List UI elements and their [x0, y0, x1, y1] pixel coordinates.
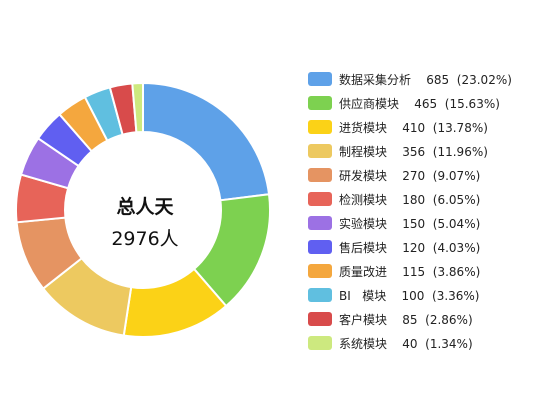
- legend-swatch: [308, 144, 332, 158]
- legend-item-11[interactable]: 系统模块 40 (1.34%): [308, 331, 548, 355]
- legend-swatch: [308, 216, 332, 230]
- legend-label: 数据采集分析 685 (23.02%): [339, 72, 512, 87]
- center-value: 2976人: [111, 228, 179, 250]
- legend-swatch: [308, 336, 332, 350]
- legend-item-10[interactable]: 客户模块 85 (2.86%): [308, 307, 548, 331]
- legend-item-4[interactable]: 研发模块 270 (9.07%): [308, 163, 548, 187]
- legend-label: 售后模块 120 (4.03%): [339, 240, 481, 255]
- legend-swatch: [308, 240, 332, 254]
- legend-label: 质量改进 115 (3.86%): [339, 264, 481, 279]
- legend-item-6[interactable]: 实验模块 150 (5.04%): [308, 211, 548, 235]
- legend-item-7[interactable]: 售后模块 120 (4.03%): [308, 235, 548, 259]
- legend-item-1[interactable]: 供应商模块 465 (15.63%): [308, 91, 548, 115]
- legend-swatch: [308, 120, 332, 134]
- legend-swatch: [308, 168, 332, 182]
- legend-label: 客户模块 85 (2.86%): [339, 312, 473, 327]
- legend-label: 研发模块 270 (9.07%): [339, 168, 481, 183]
- legend-label: 制程模块 356 (11.96%): [339, 144, 488, 159]
- legend-swatch: [308, 96, 332, 110]
- legend-item-2[interactable]: 进货模块 410 (13.78%): [308, 115, 548, 139]
- slice-0[interactable]: [142, 81, 271, 202]
- legend-item-9[interactable]: BI 模块 100 (3.36%): [308, 283, 548, 307]
- legend-swatch: [308, 72, 332, 86]
- legend-item-3[interactable]: 制程模块 356 (11.96%): [308, 139, 548, 163]
- legend-item-0[interactable]: 数据采集分析 685 (23.02%): [308, 67, 548, 91]
- legend: 数据采集分析 685 (23.02%) 供应商模块 465 (15.63%) 进货模…: [308, 67, 548, 355]
- legend-swatch: [308, 312, 332, 326]
- legend-swatch: [308, 264, 332, 278]
- legend-label: 系统模块 40 (1.34%): [339, 336, 473, 351]
- legend-label: 检测模块 180 (6.05%): [339, 192, 481, 207]
- legend-swatch: [308, 192, 332, 206]
- legend-item-5[interactable]: 检测模块 180 (6.05%): [308, 187, 548, 211]
- slice-11[interactable]: [131, 81, 144, 134]
- legend-label: 供应商模块 465 (15.63%): [339, 96, 500, 111]
- legend-label: 实验模块 150 (5.04%): [339, 216, 481, 231]
- legend-label: 进货模块 410 (13.78%): [339, 120, 488, 135]
- legend-item-8[interactable]: 质量改进 115 (3.86%): [308, 259, 548, 283]
- center-title: 总人天: [116, 196, 174, 218]
- legend-swatch: [308, 288, 332, 302]
- legend-label: BI 模块 100 (3.36%): [339, 288, 480, 303]
